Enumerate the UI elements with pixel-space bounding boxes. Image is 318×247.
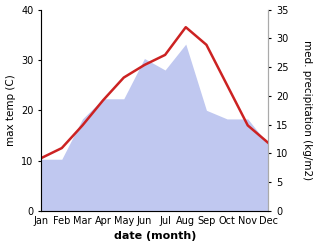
Y-axis label: med. precipitation (kg/m2): med. precipitation (kg/m2) bbox=[302, 40, 313, 180]
X-axis label: date (month): date (month) bbox=[114, 231, 196, 242]
Y-axis label: max temp (C): max temp (C) bbox=[5, 74, 16, 146]
